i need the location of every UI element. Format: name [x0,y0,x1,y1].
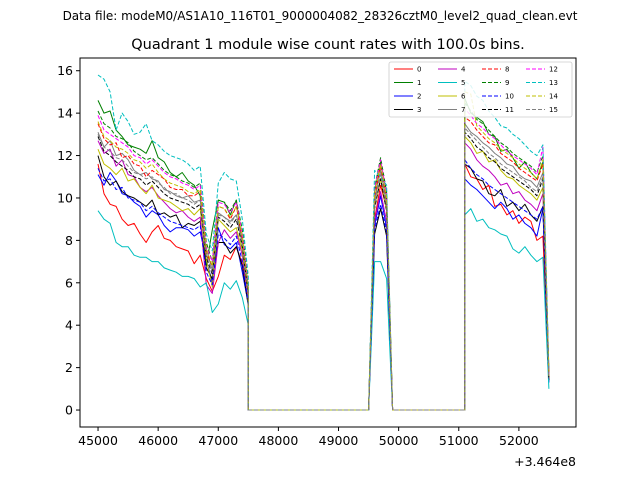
legend-label-2: 2 [417,93,421,101]
x-tick-label: 51000 [439,433,479,448]
series-line-2 [97,172,550,411]
x-tick-label: 49000 [319,433,359,448]
series-line-15 [97,127,550,411]
y-tick-label: 14 [57,106,73,121]
y-tick-label: 6 [65,275,73,290]
y-tick-label: 8 [65,233,73,248]
series-line-10 [97,159,550,411]
y-tick-label: 0 [65,403,73,418]
legend-frame [388,61,573,118]
series-line-13 [97,74,550,411]
y-tick-label: 2 [65,360,73,375]
legend-label-5: 5 [461,79,465,87]
axes: 45000 46000 47000 48000 49000 50000 51000 52000… [57,63,539,448]
series-line-8 [97,116,550,411]
legend-label-14: 14 [549,93,558,101]
x-tick-label: 52000 [499,433,539,448]
x-tick-label: 45000 [78,433,118,448]
series-line-14 [97,91,550,411]
plot-lines [97,74,550,411]
series-line-12 [97,108,550,411]
x-tick-label: 50000 [379,433,419,448]
chart-title: Quadrant 1 module wise count rates with … [131,37,525,53]
series-line-7 [97,123,550,411]
legend-label-8: 8 [505,66,509,74]
legend-label-13: 13 [549,79,558,87]
legend-label-7: 7 [461,106,465,114]
legend-label-3: 3 [417,106,421,114]
y-tick-label: 16 [57,63,73,78]
legend-label-11: 11 [505,106,514,114]
legend-label-4: 4 [461,66,466,74]
legend-label-15: 15 [549,106,558,114]
y-tick-label: 12 [57,148,73,163]
legend-label-0: 0 [417,66,421,74]
x-tick-label: 48000 [259,433,299,448]
x-tick-label: 46000 [138,433,178,448]
legend-label-10: 10 [505,93,514,101]
x-offset-label: +3.464e8 [514,454,576,469]
series-line-1 [97,97,550,411]
legend-label-9: 9 [505,79,509,87]
chart-suptitle: Data file: modeM0/AS1A10_116T01_90000040… [63,9,578,23]
legend-label-6: 6 [461,93,466,101]
y-tick-label: 4 [65,318,73,333]
legend-label-12: 12 [549,66,558,74]
x-tick-label: 47000 [198,433,238,448]
y-tick-label: 10 [57,190,73,205]
legend-label-1: 1 [417,79,421,87]
series-line-9 [97,102,550,411]
plot-frame [79,57,577,428]
